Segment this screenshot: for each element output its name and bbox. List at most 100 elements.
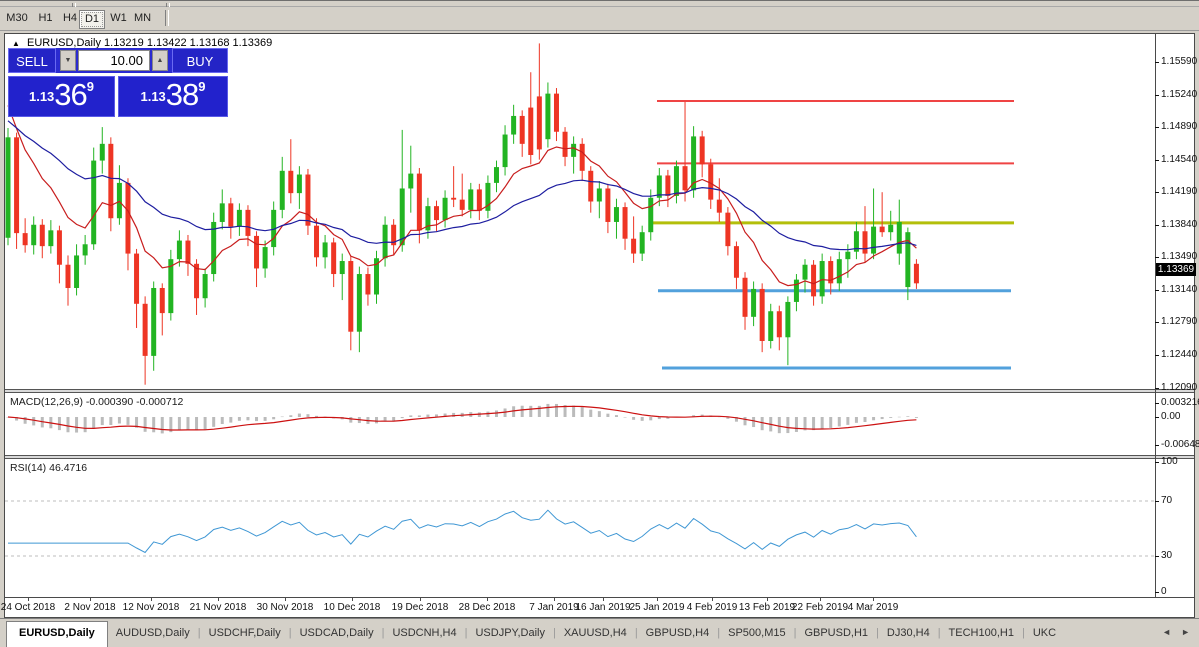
- date-tick: [285, 598, 286, 601]
- symbol-tab-dj30-h4[interactable]: DJ30,H4: [886, 627, 930, 639]
- price-axis-label: 1.15240: [1161, 88, 1198, 100]
- trade-controls-row: SELL ▼ ▲ BUY: [8, 48, 228, 73]
- symbol-tab-usdcad-daily[interactable]: USDCAD,Daily: [299, 627, 374, 639]
- price-axis-label-tick: [1155, 62, 1159, 63]
- macd-name: MACD(12,26,9): [10, 396, 83, 408]
- macd-axis-label-tick: [1155, 445, 1159, 447]
- rsi-axis-label-tick: [1155, 501, 1159, 502]
- macd-chart[interactable]: [5, 393, 1155, 455]
- symbol-tab-ukc[interactable]: UKC: [1032, 627, 1057, 639]
- date-label: 16 Jan 2019: [575, 602, 631, 613]
- rsi-axis-label: 100: [1161, 456, 1178, 467]
- tab-scroll-arrows: ◄ ►: [1157, 627, 1195, 637]
- ohlc-close: 1.13369: [232, 37, 273, 49]
- date-tick: [487, 598, 488, 601]
- sell-price-big: 36: [54, 77, 87, 112]
- timeframe-d1[interactable]: D1: [79, 10, 105, 29]
- macd-axis-label: 0.00: [1161, 411, 1181, 422]
- rsi-chart[interactable]: [5, 459, 1155, 597]
- price-axis-label: 1.12790: [1161, 316, 1198, 328]
- date-axis: 24 Oct 2018 2 Nov 2018 12 Nov 2018 21 Nov 2…: [1, 597, 1194, 617]
- symbol-tab-audusd-daily[interactable]: AUDUSD,Daily: [115, 627, 190, 639]
- ohlc-low: 1.13168: [189, 37, 230, 49]
- rsi-axis-label: 30: [1161, 550, 1173, 561]
- timeframe-divider: [165, 10, 169, 26]
- timeframe-h4[interactable]: H4: [62, 12, 78, 24]
- timeframe-m30[interactable]: M30: [6, 12, 28, 24]
- timeframe-h1[interactable]: H1: [38, 12, 53, 24]
- volume-increase-button[interactable]: ▲: [152, 50, 168, 71]
- panel-splitter[interactable]: [5, 389, 1194, 393]
- date-label: 7 Jan 2019: [529, 602, 579, 613]
- timeframe-bar: M30 H1 H4 D1 W1 MN: [0, 7, 1199, 31]
- tab-separator: |: [381, 627, 385, 639]
- timeframe-mn[interactable]: MN: [133, 12, 152, 24]
- date-tick: [603, 598, 604, 601]
- rsi-axis-label-tick: [1155, 592, 1159, 593]
- price-axis-label: 1.14890: [1161, 121, 1198, 133]
- date-tick: [657, 598, 658, 601]
- tab-separator: |: [937, 627, 941, 639]
- volume-decrease-button[interactable]: ▼: [60, 50, 76, 71]
- ohlc-open: 1.13219: [104, 37, 144, 49]
- price-axis-label-tick: [1155, 94, 1159, 96]
- chart-symbol-label: EURUSD,Daily: [26, 37, 101, 49]
- symbol-tab-usdjpy-daily[interactable]: USDJPY,Daily: [475, 627, 545, 639]
- macd-axis-label-tick: [1155, 403, 1159, 405]
- rsi-label: RSI(14) 46.4716: [10, 462, 87, 474]
- date-label: 24 Oct 2018: [0, 602, 56, 613]
- price-axis-label-tick: [1155, 224, 1159, 226]
- timeframe-w1[interactable]: W1: [110, 12, 127, 24]
- sell-button[interactable]: SELL: [8, 48, 56, 73]
- rsi-axis-label-tick: [1155, 462, 1159, 463]
- rsi-value: 46.4716: [49, 462, 88, 474]
- sell-price-sup: 9: [86, 79, 95, 94]
- date-label: 4 Mar 2019: [847, 602, 899, 613]
- rsi-axis-label: 70: [1161, 495, 1173, 506]
- symbol-tab-xauusd-h4[interactable]: XAUUSD,H4: [563, 627, 627, 639]
- price-axis-label-tick: [1155, 322, 1159, 324]
- price-axis-label-tick: [1155, 192, 1159, 194]
- date-tick: [28, 598, 29, 601]
- symbol-tab-tech100-h1[interactable]: TECH100,H1: [948, 627, 1014, 639]
- sell-price-small: 1.13: [28, 89, 55, 104]
- tab-separator: |: [634, 627, 638, 639]
- price-axis-label: 1.13490: [1161, 251, 1198, 263]
- symbol-tab-gbpusd-h4[interactable]: GBPUSD,H4: [645, 627, 710, 639]
- sell-price-display[interactable]: 1.13369: [8, 76, 115, 117]
- date-tick: [90, 598, 91, 601]
- symbol-tab-usdcnh-h4[interactable]: USDCNH,H4: [392, 627, 457, 639]
- macd-axis-label: -0.006485: [1161, 439, 1199, 451]
- symbol-tab-bar: EURUSD,Daily AUDUSD,Daily | USDCHF,Daily | US…: [0, 618, 1199, 647]
- price-axis-label: 1.13140: [1161, 283, 1198, 295]
- price-axis-label-tick: [1155, 127, 1159, 129]
- current-price-tag: 1.13369: [1156, 262, 1196, 276]
- panel-splitter[interactable]: [5, 455, 1194, 459]
- buy-price-sup: 9: [198, 79, 206, 94]
- price-axis-label-tick: [1155, 257, 1159, 259]
- tab-separator: |: [197, 627, 201, 639]
- date-tick: [554, 598, 555, 601]
- tab-separator: |: [288, 627, 292, 639]
- date-tick: [820, 598, 821, 601]
- symbol-tab-usdchf-daily[interactable]: USDCHF,Daily: [208, 627, 281, 639]
- date-label: 12 Nov 2018: [122, 602, 180, 613]
- symbol-tab-gbpusd-h1[interactable]: GBPUSD,H1: [804, 627, 869, 639]
- date-tick: [873, 598, 874, 601]
- date-label: 13 Feb 2019: [738, 602, 796, 613]
- volume-input[interactable]: [78, 50, 150, 71]
- buy-button[interactable]: BUY: [172, 48, 228, 73]
- tab-scroll-right-icon[interactable]: ►: [1181, 627, 1190, 637]
- macd-values: -0.000390 -0.000712: [85, 396, 184, 408]
- date-tick: [767, 598, 768, 601]
- symbol-tab-eurusd-daily[interactable]: EURUSD,Daily: [6, 621, 108, 647]
- date-tick: [712, 598, 713, 601]
- collapse-triangle-icon[interactable]: ▲: [12, 39, 20, 48]
- price-axis-label: 1.14190: [1161, 186, 1198, 198]
- tab-scroll-left-icon[interactable]: ◄: [1162, 627, 1172, 637]
- symbol-tab-sp500-m15[interactable]: SP500,M15: [728, 627, 786, 639]
- price-axis-label: 1.13840: [1161, 218, 1198, 230]
- rsi-axis-label-tick: [1155, 556, 1159, 557]
- price-axis-label: 1.12440: [1161, 348, 1198, 360]
- buy-price-display[interactable]: 1.13389: [118, 76, 228, 117]
